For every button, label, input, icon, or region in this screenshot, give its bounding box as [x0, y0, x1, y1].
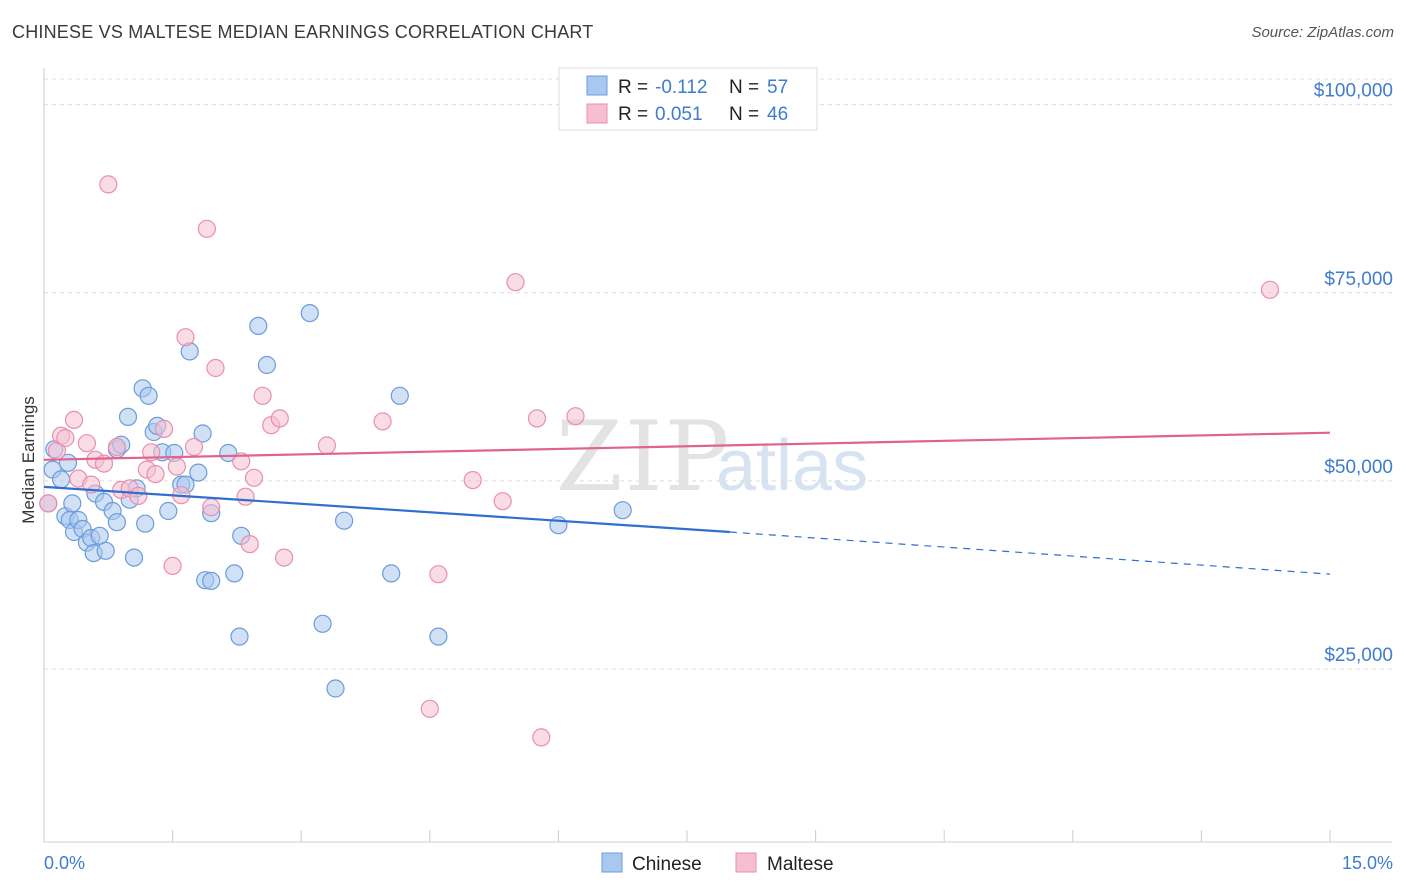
- point-maltese-41: [506, 273, 525, 292]
- chart-title: CHINESE VS MALTESE MEDIAN EARNINGS CORRE…: [12, 22, 594, 42]
- chart-source: Source: ZipAtlas.com: [1251, 24, 1394, 41]
- bottom-legend-swatch-maltese: [735, 852, 757, 873]
- point-maltese-19: [163, 556, 182, 576]
- point-chinese-46: [249, 316, 268, 335]
- y-axis-label: Median Earnings: [19, 396, 38, 524]
- point-chinese-43: [225, 564, 244, 583]
- point-chinese-38: [193, 424, 212, 443]
- point-chinese-42: [219, 443, 238, 463]
- point-maltese-10: [99, 175, 118, 194]
- point-maltese-31: [253, 386, 272, 405]
- point-maltese-26: [206, 358, 225, 378]
- point-maltese-14: [129, 486, 148, 505]
- point-chinese-24: [124, 548, 144, 567]
- legend-r-label-chinese: R =: [618, 77, 648, 98]
- point-maltese-27: [232, 452, 251, 471]
- point-chinese-53: [390, 386, 409, 405]
- x-axis-ticks: [43, 830, 1331, 842]
- legend-swatch-chinese: [586, 75, 608, 96]
- trend-line-maltese: [43, 431, 1331, 461]
- point-chinese-19: [107, 513, 127, 532]
- point-maltese-0: [39, 494, 58, 513]
- y-tick-label-0: $25,000: [1324, 645, 1393, 666]
- point-maltese-24: [197, 219, 216, 238]
- point-chinese-17: [96, 541, 115, 560]
- point-chinese-40: [202, 571, 221, 591]
- series-chinese-points: [39, 304, 632, 698]
- legend-r-value-chinese: -0.112: [655, 77, 707, 98]
- point-maltese-38: [429, 565, 448, 584]
- y-tick-label-1: $50,000: [1324, 457, 1393, 478]
- point-chinese-50: [326, 679, 345, 698]
- point-chinese-32: [159, 501, 178, 521]
- point-chinese-49: [313, 614, 332, 633]
- legend-n-label-maltese: N =: [729, 104, 759, 125]
- legend-n-label-chinese: N =: [729, 77, 759, 98]
- point-maltese-4: [64, 410, 84, 429]
- point-maltese-39: [463, 471, 482, 490]
- watermark: ZIP atlas: [556, 401, 868, 513]
- trend-line-chinese-extrapolated: [729, 531, 1331, 575]
- point-maltese-43: [532, 728, 551, 747]
- gridlines: [44, 78, 1392, 670]
- point-maltese-3: [56, 428, 75, 448]
- bottom-legend-swatch-chinese: [601, 852, 623, 873]
- point-maltese-20: [167, 457, 186, 476]
- y-tick-label-3: $100,000: [1314, 81, 1393, 102]
- trend-line-chinese: [43, 485, 730, 534]
- legend-n-value-maltese: 46: [767, 104, 788, 125]
- trend-lines: [43, 431, 1331, 575]
- stats-legend: R = -0.112 N = 57 R = 0.051 N = 46: [558, 67, 818, 131]
- legend-swatch-maltese: [586, 103, 608, 124]
- bottom-legend-label-chinese: Chinese: [632, 854, 702, 875]
- point-chinese-48: [300, 304, 319, 323]
- watermark-zip: ZIP: [556, 401, 731, 513]
- point-maltese-40: [493, 492, 512, 511]
- point-chinese-44: [230, 627, 249, 646]
- legend-r-value-maltese: 0.051: [655, 104, 703, 125]
- point-chinese-22: [118, 407, 138, 426]
- point-maltese-11: [107, 437, 127, 457]
- x-tick-label-min: 0.0%: [44, 853, 85, 873]
- legend-n-value-chinese: 57: [767, 77, 788, 98]
- point-maltese-22: [176, 328, 195, 347]
- point-chinese-27: [136, 514, 155, 533]
- y-axis-tick-labels: $25,000 $50,000 $75,000 $100,000: [1314, 81, 1393, 666]
- point-chinese-37: [189, 463, 208, 482]
- point-maltese-36: [373, 412, 392, 431]
- point-maltese-6: [77, 434, 97, 453]
- series-legend: Chinese Maltese: [601, 852, 834, 875]
- y-tick-label-2: $75,000: [1324, 269, 1393, 290]
- point-chinese-54: [429, 627, 448, 646]
- point-chinese-28: [139, 386, 158, 405]
- point-chinese-3: [51, 470, 71, 489]
- point-maltese-30: [244, 468, 264, 487]
- x-tick-label-max: 15.0%: [1342, 853, 1393, 873]
- point-maltese-45: [1260, 280, 1280, 299]
- point-maltese-44: [566, 407, 585, 426]
- point-chinese-7: [63, 494, 82, 513]
- point-maltese-29: [240, 534, 259, 554]
- point-maltese-42: [527, 409, 547, 428]
- watermark-atlas: atlas: [716, 426, 868, 506]
- legend-r-label-maltese: R =: [618, 104, 648, 125]
- point-chinese-56: [613, 501, 632, 520]
- point-maltese-34: [275, 548, 294, 567]
- point-chinese-47: [257, 355, 276, 375]
- point-maltese-18: [154, 419, 174, 438]
- point-maltese-25: [202, 498, 221, 517]
- bottom-legend-label-maltese: Maltese: [767, 854, 834, 875]
- point-maltese-37: [420, 699, 439, 718]
- point-maltese-23: [184, 437, 204, 457]
- point-chinese-51: [335, 511, 354, 530]
- point-maltese-28: [236, 487, 255, 506]
- point-maltese-33: [270, 409, 289, 428]
- point-chinese-52: [382, 564, 401, 583]
- point-maltese-17: [146, 465, 165, 484]
- point-maltese-35: [317, 436, 336, 455]
